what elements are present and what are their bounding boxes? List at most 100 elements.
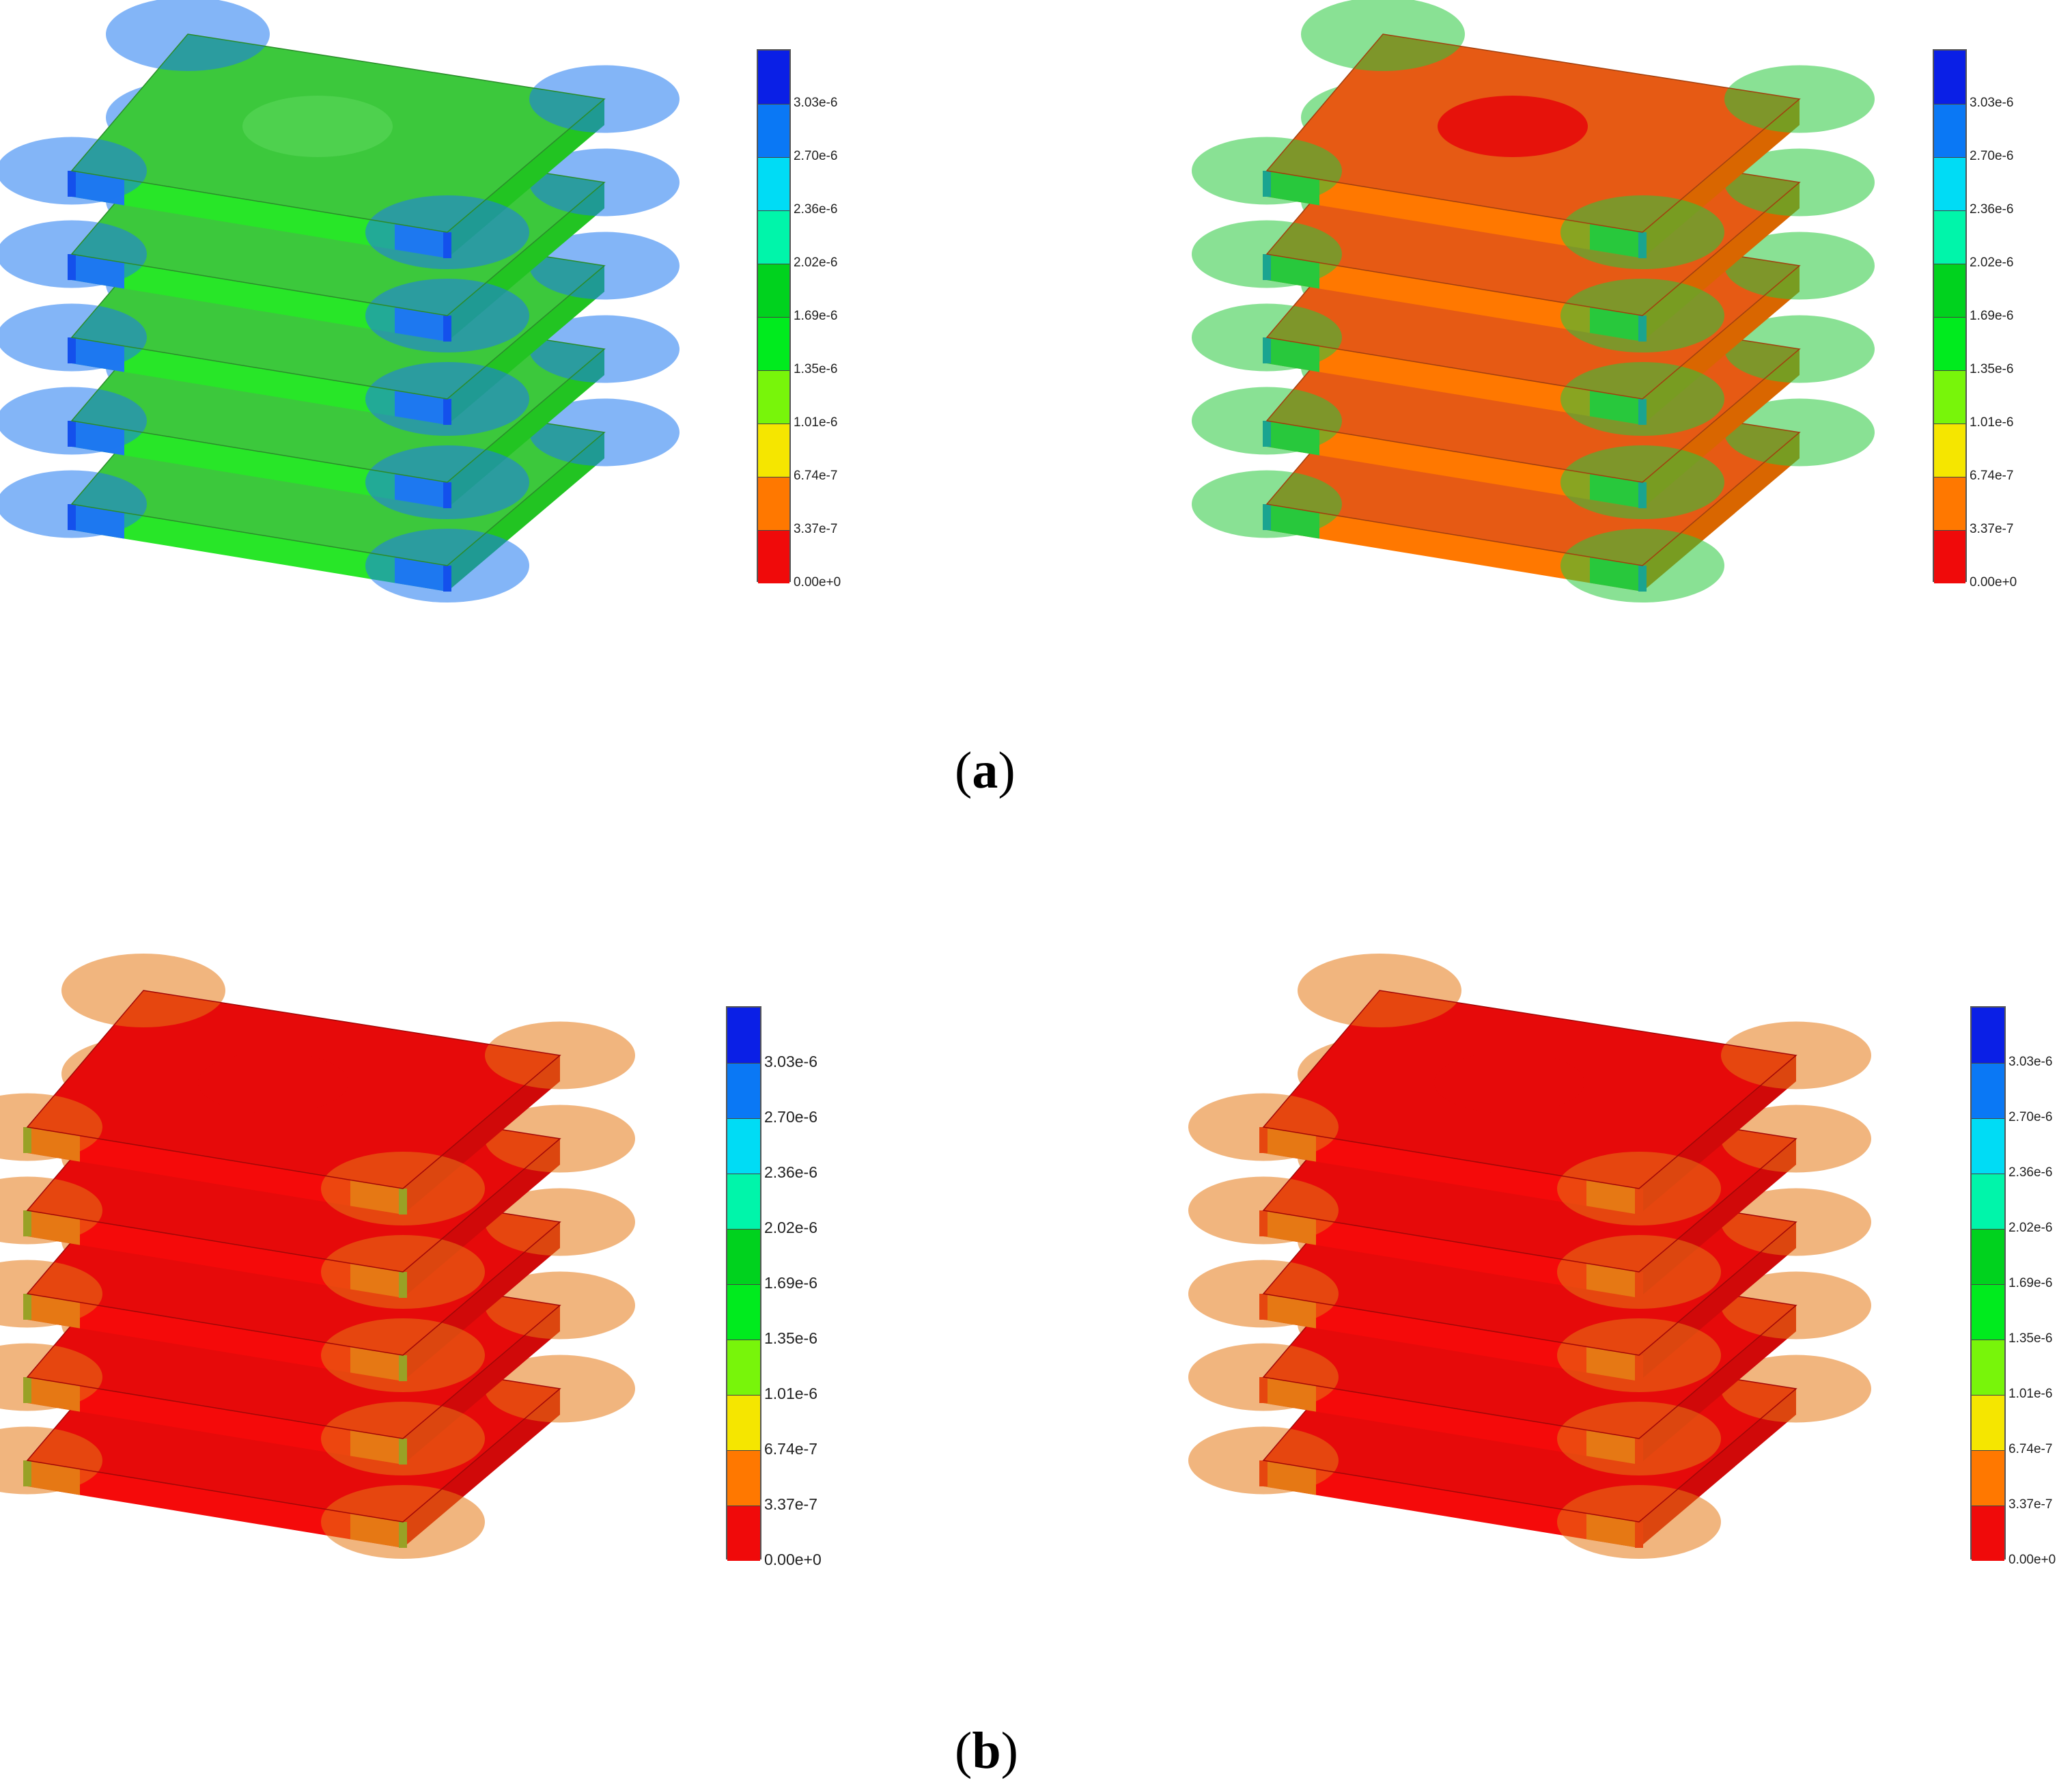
color-scale-tick-label: 0.00e+0 bbox=[794, 574, 841, 590]
color-scale-segment bbox=[1934, 424, 1965, 477]
color-scale-segment bbox=[1972, 1395, 2004, 1450]
color-scale-segment bbox=[758, 370, 789, 424]
slab-front-face bbox=[72, 254, 447, 342]
slab-front-face bbox=[27, 1210, 403, 1298]
contour-region-center bbox=[198, 1052, 348, 1113]
contour-region bbox=[1301, 0, 1465, 71]
color-scale-segment bbox=[1934, 157, 1965, 210]
color-scale-segment bbox=[758, 424, 789, 477]
color-scale-tick-label: 2.02e-6 bbox=[794, 255, 838, 270]
slab-stack bbox=[1188, 954, 1871, 1559]
color-scale-segment bbox=[1972, 1118, 2004, 1174]
color-scale-segment bbox=[1972, 1229, 2004, 1284]
color-scale-segment bbox=[758, 51, 789, 104]
color-scale-tick-label: 2.70e-6 bbox=[2008, 1109, 2053, 1124]
slab-front-face bbox=[27, 1294, 403, 1381]
color-scale-segment bbox=[1934, 264, 1965, 317]
slab-front-face bbox=[72, 171, 447, 258]
slab bbox=[1188, 954, 1871, 1225]
slab-front-face bbox=[72, 421, 447, 508]
color-scale-segment bbox=[1972, 1340, 2004, 1395]
color-scale-tick-label: 2.02e-6 bbox=[2008, 1220, 2053, 1235]
slab-stack bbox=[1192, 0, 1875, 602]
slab-front-face bbox=[1263, 1127, 1639, 1215]
slab-stack bbox=[0, 0, 680, 602]
slab-front-face bbox=[1267, 254, 1642, 342]
slab-front-face bbox=[1267, 421, 1642, 508]
slab-outline bbox=[26, 990, 561, 1189]
color-scale-bar bbox=[1933, 49, 1967, 583]
contour-region bbox=[0, 1260, 102, 1328]
color-scale-tick-label: 6.74e-7 bbox=[2008, 1441, 2053, 1456]
color-scale-segment bbox=[727, 1008, 760, 1063]
color-scale-tick-label: 1.35e-6 bbox=[1970, 361, 2014, 376]
contour-region bbox=[106, 0, 270, 71]
color-scale-tick-label: 3.03e-6 bbox=[794, 95, 838, 110]
color-scale-tick-label: 3.03e-6 bbox=[1970, 95, 2014, 110]
color-scale-segment bbox=[1934, 51, 1965, 104]
slab-front-face bbox=[72, 337, 447, 425]
color-scale-tick-label: 1.35e-6 bbox=[764, 1329, 818, 1348]
color-scale-tick-label: 6.74e-7 bbox=[764, 1440, 818, 1458]
color-scale-tick-label: 1.01e-6 bbox=[794, 415, 838, 430]
color-scale-segment bbox=[727, 1063, 760, 1118]
color-scale-tick-label: 2.36e-6 bbox=[1970, 202, 2014, 217]
slab bbox=[0, 0, 680, 269]
slab-front-face bbox=[27, 1377, 403, 1465]
contour-region bbox=[0, 1426, 102, 1495]
color-scale-tick-label: 3.37e-7 bbox=[764, 1495, 818, 1514]
color-scale-tick-label: 1.01e-6 bbox=[1970, 415, 2014, 430]
color-scale-segment bbox=[727, 1506, 760, 1561]
color-scale-bar bbox=[757, 49, 791, 583]
color-scale-tick-label: 3.37e-7 bbox=[794, 521, 838, 536]
color-scale-tick-label: 2.36e-6 bbox=[794, 202, 838, 217]
slab-front-face bbox=[1263, 1377, 1639, 1465]
slab-front-face bbox=[1263, 1210, 1639, 1298]
color-scale-segment bbox=[727, 1174, 760, 1229]
slab-front-face bbox=[27, 1460, 403, 1548]
color-scale-tick-label: 1.69e-6 bbox=[764, 1274, 818, 1292]
color-scale-tick-label: 6.74e-7 bbox=[1970, 468, 2014, 483]
slab-front-face bbox=[1263, 1460, 1639, 1548]
color-scale-tick-label: 0.00e+0 bbox=[764, 1551, 822, 1569]
slab bbox=[0, 954, 635, 1225]
contour-region bbox=[0, 1343, 102, 1411]
slab-front-face bbox=[1267, 171, 1642, 258]
slab-outline bbox=[70, 33, 606, 233]
slab-front-face bbox=[1267, 504, 1642, 592]
slab-front-face bbox=[27, 1127, 403, 1215]
color-scale-tick-label: 2.36e-6 bbox=[764, 1163, 818, 1182]
color-scale-tick-label: 2.02e-6 bbox=[764, 1219, 818, 1237]
color-scale-segment bbox=[1934, 210, 1965, 264]
color-scale-tick-label: 1.69e-6 bbox=[2008, 1275, 2053, 1290]
contour-region-center bbox=[242, 96, 393, 157]
color-scale-bar bbox=[726, 1006, 761, 1561]
color-scale-segment bbox=[1972, 1284, 2004, 1340]
color-scale-segment bbox=[727, 1118, 760, 1174]
color-scale-segment bbox=[758, 317, 789, 370]
color-scale-segment bbox=[758, 477, 789, 530]
color-scale-tick-label: 1.69e-6 bbox=[794, 308, 838, 323]
color-scale-segment bbox=[758, 530, 789, 583]
color-scale-segment bbox=[758, 210, 789, 264]
color-scale-segment bbox=[1934, 104, 1965, 157]
color-scale-tick-label: 0.00e+0 bbox=[1970, 574, 2017, 590]
color-scale-tick-label: 3.37e-7 bbox=[2008, 1497, 2053, 1512]
color-scale-segment bbox=[727, 1284, 760, 1340]
color-scale-segment bbox=[1972, 1506, 2004, 1561]
color-scale-segment bbox=[727, 1340, 760, 1395]
slab bbox=[1192, 0, 1875, 269]
color-scale-segment bbox=[1934, 477, 1965, 530]
color-scale-segment bbox=[758, 264, 789, 317]
slab-front-face bbox=[72, 504, 447, 592]
color-scale-tick-label: 6.74e-7 bbox=[794, 468, 838, 483]
color-scale-tick-label: 2.02e-6 bbox=[1970, 255, 2014, 270]
color-scale-tick-label: 2.36e-6 bbox=[2008, 1165, 2053, 1180]
color-scale-tick-label: 1.35e-6 bbox=[794, 361, 838, 376]
color-scale-tick-label: 3.03e-6 bbox=[2008, 1054, 2053, 1069]
color-scale-tick-label: 3.37e-7 bbox=[1970, 521, 2014, 536]
color-scale-tick-label: 3.03e-6 bbox=[764, 1053, 818, 1071]
color-scale-segment bbox=[1972, 1008, 2004, 1063]
color-scale-segment bbox=[758, 157, 789, 210]
slab-stack bbox=[0, 954, 635, 1559]
